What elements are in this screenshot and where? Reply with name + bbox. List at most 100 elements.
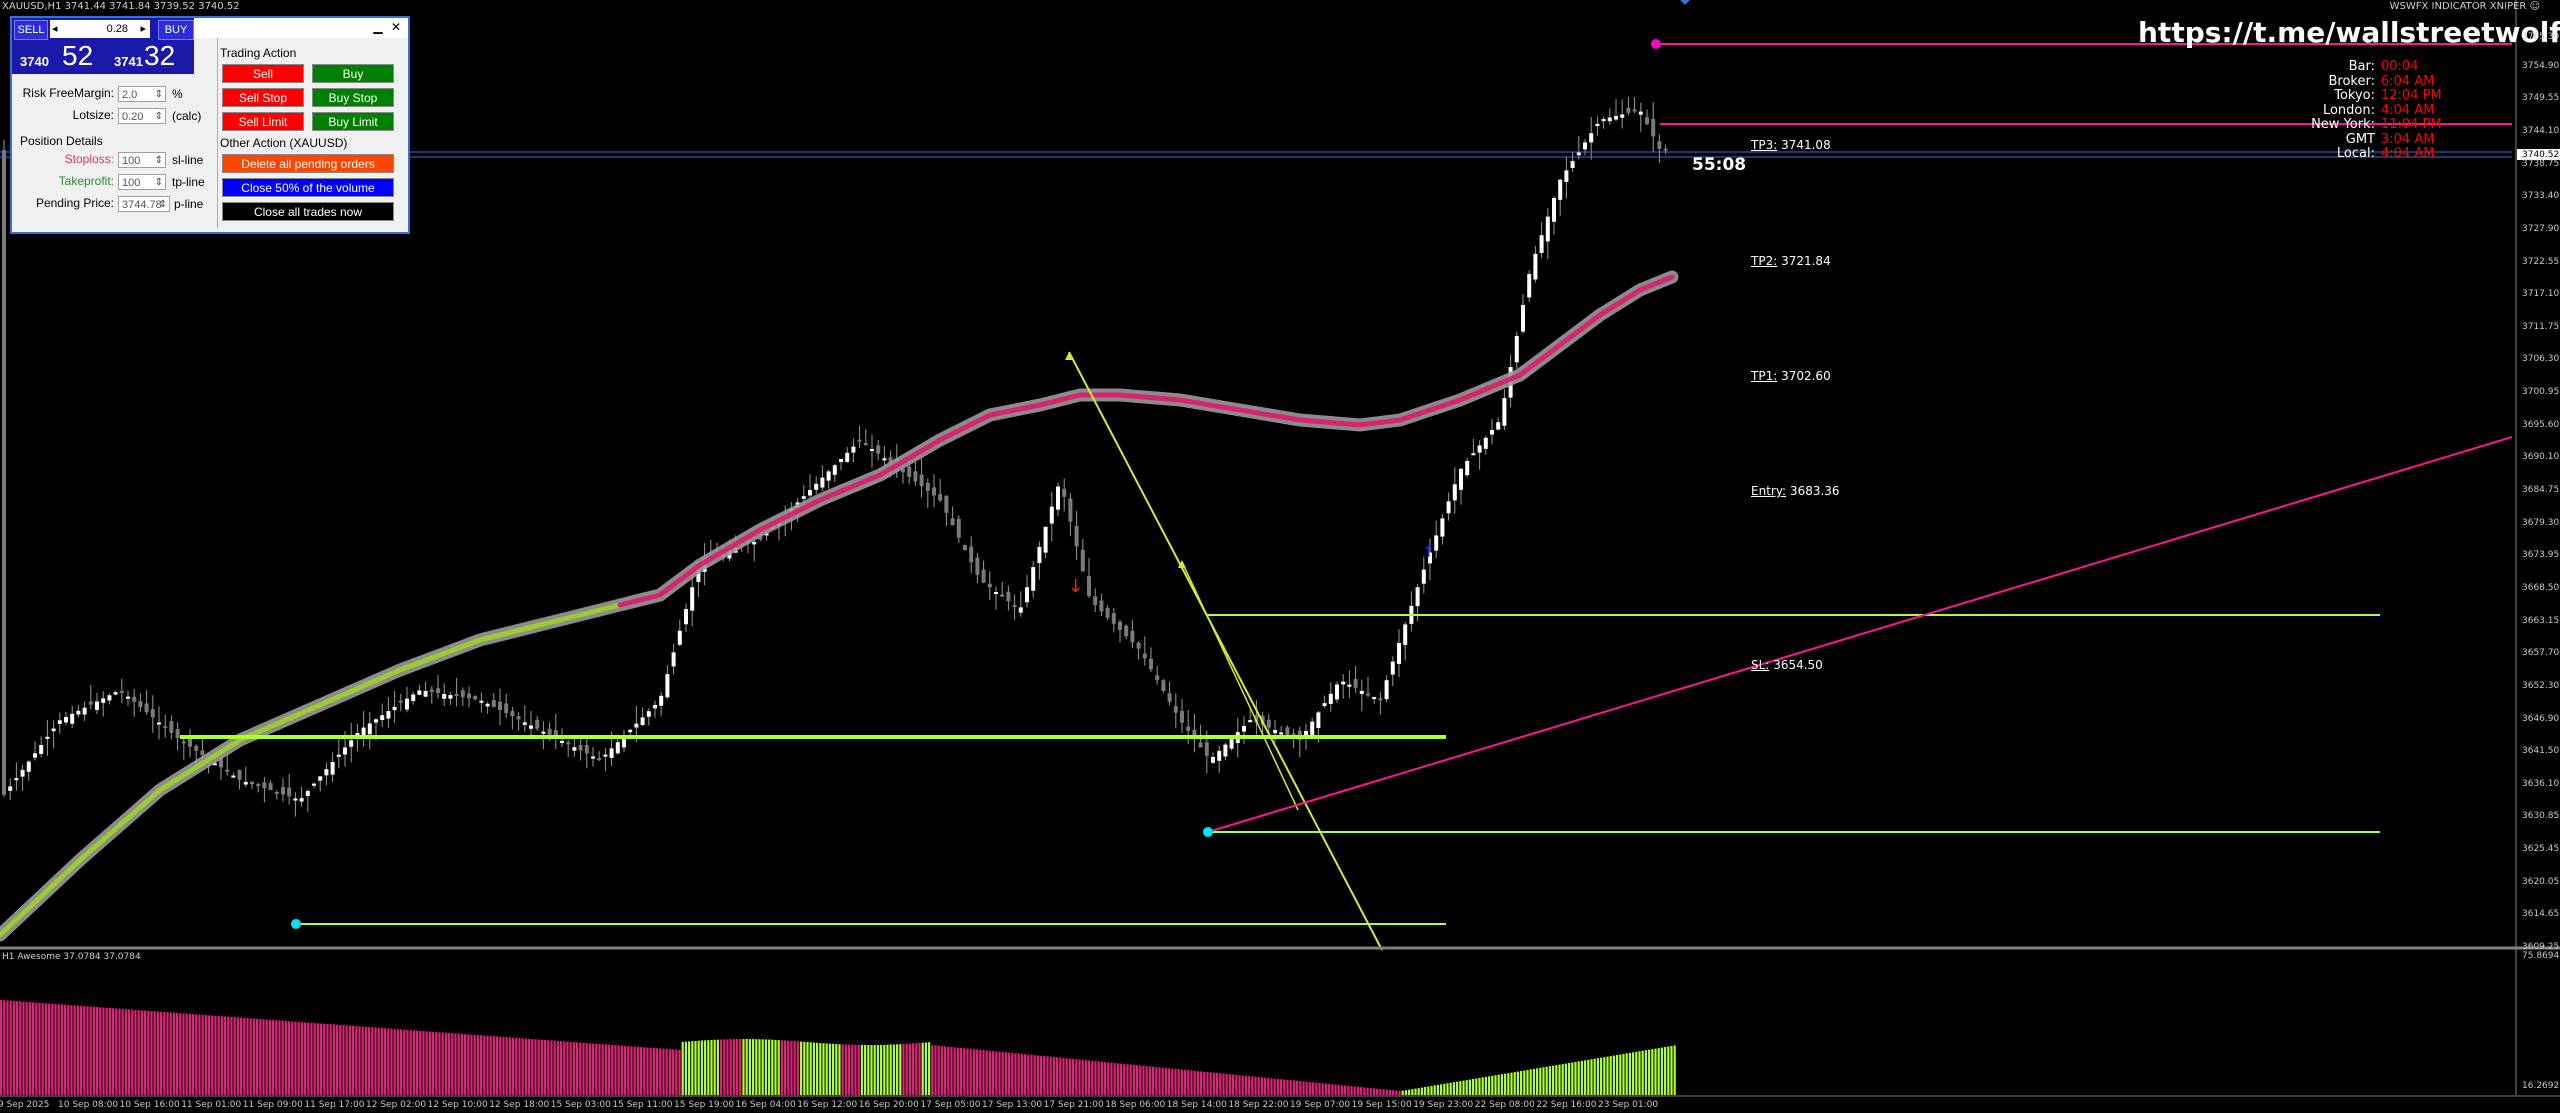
oscillator-bar <box>9 1000 12 1095</box>
oscillator-bar <box>1488 1076 1491 1095</box>
oscillator-bar <box>1388 1089 1391 1095</box>
oscillator-bar <box>1251 1076 1254 1095</box>
candle-body <box>1366 693 1370 696</box>
trendline-down[interactable] <box>1068 351 1383 951</box>
oscillator-bar <box>876 1044 879 1095</box>
candle-body <box>628 729 633 733</box>
oscillator-bar <box>150 1011 153 1095</box>
sell-stop-button[interactable]: Sell Stop <box>222 88 304 107</box>
oscillator-bar <box>355 1026 358 1095</box>
oscillator-bar <box>1260 1077 1263 1095</box>
buy-button[interactable]: Buy <box>312 64 394 83</box>
stoploss-label: Stoploss: <box>64 152 114 166</box>
candle-body <box>1415 587 1420 607</box>
p-line-label: p-line <box>174 197 204 211</box>
trendline-up[interactable] <box>1207 436 2513 833</box>
oscillator-bar <box>774 1039 777 1095</box>
risk-input[interactable]: 2.0 <box>118 86 166 103</box>
chart-shift-marker <box>1680 0 1690 5</box>
oscillator-bar <box>524 1038 527 1095</box>
oscillator-bar <box>1321 1083 1324 1095</box>
oscillator-bar <box>1097 1061 1100 1095</box>
oscillator-bar <box>297 1021 300 1095</box>
oscillator-bar <box>1030 1054 1033 1095</box>
time-tick-label: 16 Sep 20:00 <box>858 1100 919 1110</box>
oscillator-bar <box>1078 1059 1081 1095</box>
quick-lot-field[interactable]: ◂ 0.28 ▸ <box>50 20 150 38</box>
pending-price-input[interactable]: 3744.78 <box>118 196 170 213</box>
candle-body <box>1006 591 1011 602</box>
candle-body <box>1620 114 1625 118</box>
delete-pending-orders-button[interactable]: Delete all pending orders <box>222 154 394 173</box>
oscillator-bar <box>931 1045 934 1095</box>
target-value: 3741.08 <box>1781 138 1831 152</box>
buy-limit-button[interactable]: Buy Limit <box>312 112 394 131</box>
oscillator-bar <box>1552 1065 1555 1095</box>
oscillator-bar <box>32 1002 35 1095</box>
trading-panel[interactable]: ▁ ✕ SELL ◂ 0.28 ▸ BUY 3740 52 3741 32 Ri… <box>10 16 410 234</box>
oscillator-bar <box>259 1019 262 1095</box>
oscillator-bar <box>889 1044 892 1095</box>
price-tick-label: 3722.55 <box>2522 256 2560 267</box>
ask-price-pips[interactable]: 32 <box>144 40 176 71</box>
sell-limit-button[interactable]: Sell Limit <box>222 112 304 131</box>
session-label: Bar: <box>2348 59 2375 74</box>
smiley-icon: ☺ <box>2529 1 2540 12</box>
trendline-channel[interactable] <box>1181 561 1299 811</box>
oscillator-bar <box>700 1040 703 1095</box>
oscillator-bar <box>38 1002 41 1095</box>
oscillator-bar <box>800 1041 803 1095</box>
stoploss-input[interactable]: 100 <box>118 152 166 169</box>
oscillator-bar <box>627 1046 630 1095</box>
sl-line-label: sl-line <box>172 153 204 167</box>
quick-buy-button[interactable]: BUY <box>158 20 194 40</box>
bid-price-prefix[interactable]: 3740 <box>20 54 49 69</box>
oscillator-bar <box>1193 1070 1196 1095</box>
lot-decrease-icon[interactable]: ◂ <box>52 23 58 35</box>
close-all-trades-button[interactable]: Close all trades now <box>222 202 394 221</box>
oscillator-bar <box>320 1023 323 1095</box>
candle-body <box>1651 118 1656 137</box>
candle-body <box>64 717 68 723</box>
candle-body <box>101 698 106 703</box>
candle-body <box>1564 170 1569 182</box>
bid-price-pips[interactable]: 52 <box>62 40 94 71</box>
candle-body <box>1341 681 1346 685</box>
candle-body <box>677 630 682 645</box>
oscillator-bar <box>1446 1083 1449 1095</box>
oscillator-bar <box>1206 1072 1209 1095</box>
oscillator-bar <box>83 1006 86 1095</box>
sell-button[interactable]: Sell <box>222 64 304 83</box>
oscillator-bar <box>992 1051 995 1095</box>
oscillator-bar <box>371 1027 374 1095</box>
close-icon[interactable]: ✕ <box>390 20 402 34</box>
buy-stop-button[interactable]: Buy Stop <box>312 88 394 107</box>
oscillator-bar <box>1414 1088 1417 1095</box>
candle-body <box>163 726 168 729</box>
candle-body <box>1266 719 1271 728</box>
candle-body <box>57 720 62 724</box>
oscillator-bar <box>352 1025 355 1095</box>
candle-body <box>405 698 409 710</box>
takeprofit-input[interactable]: 100 <box>118 174 166 191</box>
oscillator-bar <box>1516 1071 1519 1095</box>
candle-body <box>1421 569 1426 584</box>
oscillator-bar <box>176 1012 179 1095</box>
oscillator-bar <box>73 1005 76 1095</box>
close-half-volume-button[interactable]: Close 50% of the volume <box>222 178 394 197</box>
candle-body <box>801 496 806 499</box>
oscillator-bar <box>1420 1087 1423 1095</box>
oscillator-bar <box>342 1025 345 1095</box>
minimize-icon[interactable]: ▁ <box>373 20 383 34</box>
lot-increase-icon[interactable]: ▸ <box>140 23 146 35</box>
lotsize-input[interactable]: 0.20 <box>118 108 166 125</box>
oscillator-bar <box>537 1039 540 1095</box>
candle-body <box>1149 658 1153 670</box>
price-tick-label: 3711.75 <box>2522 321 2560 332</box>
oscillator-bar <box>1433 1085 1436 1095</box>
quick-sell-button[interactable]: SELL <box>14 20 48 40</box>
ask-price-prefix[interactable]: 3741 <box>114 54 143 69</box>
oscillator-bar <box>1648 1049 1651 1095</box>
candle-body <box>578 744 583 751</box>
